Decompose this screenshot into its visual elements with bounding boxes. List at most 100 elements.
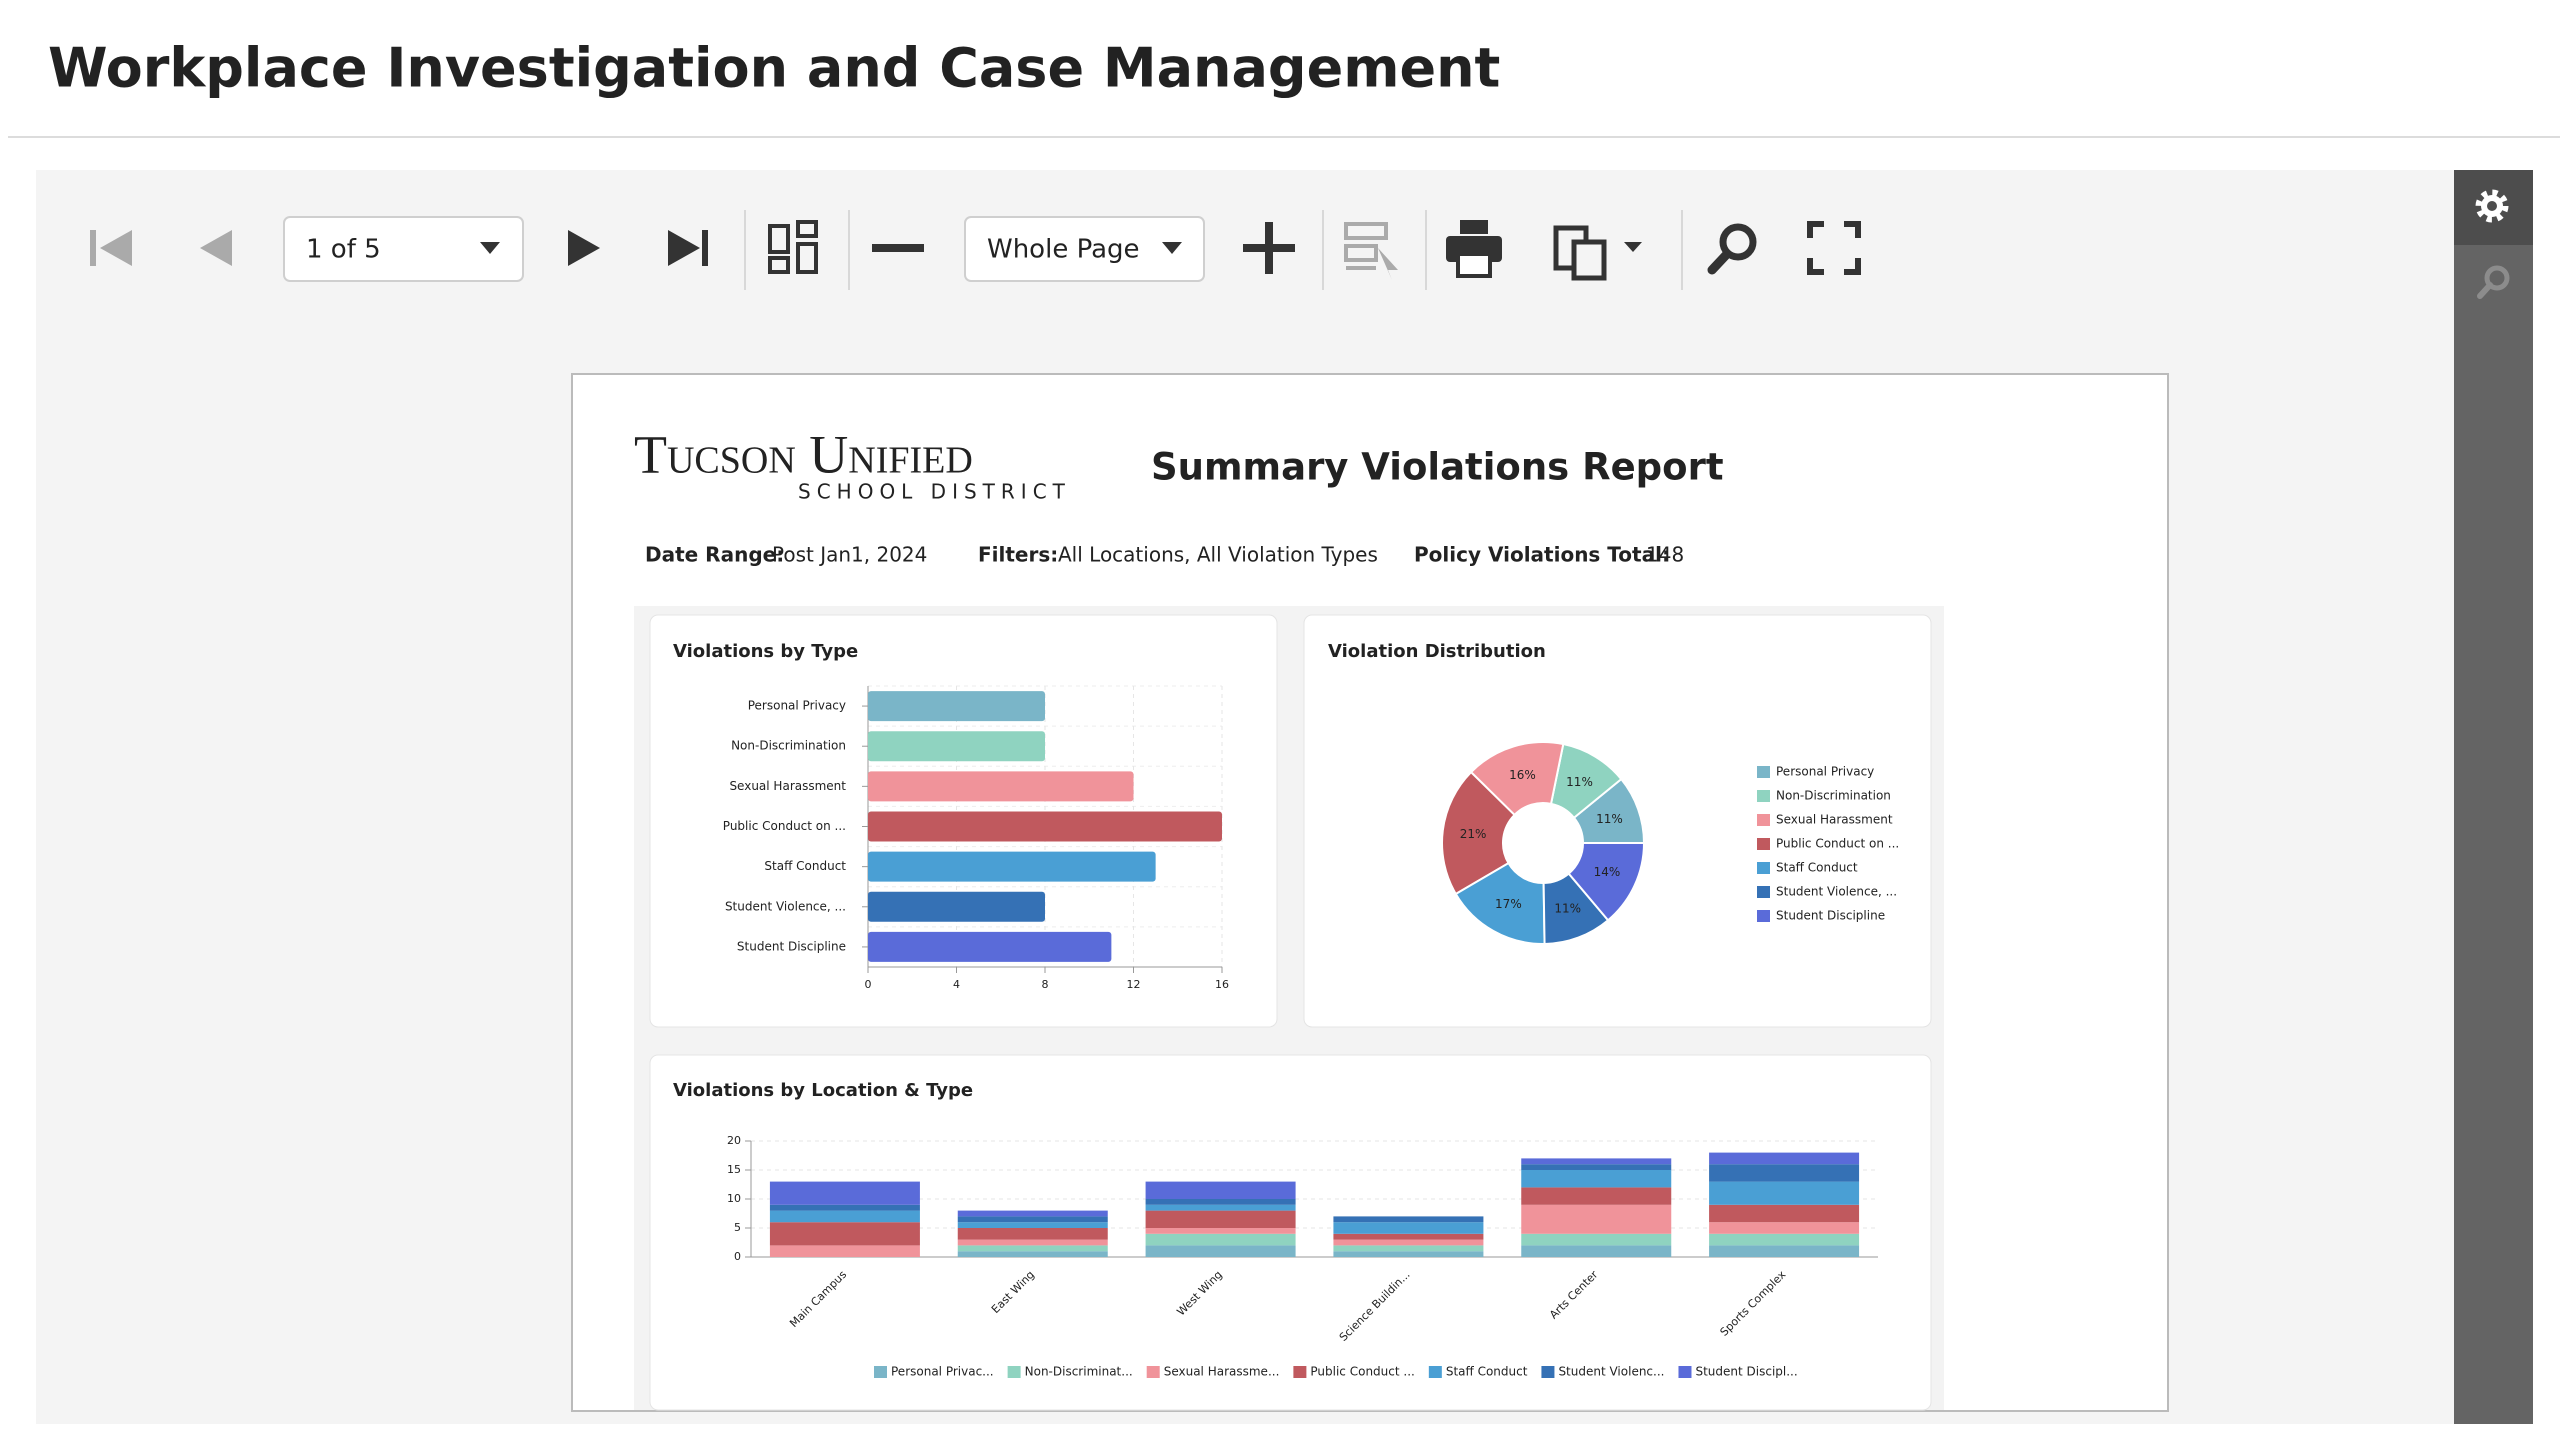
- zoom-selector-text: Whole Page: [987, 235, 1140, 265]
- legend-swatch: [1757, 814, 1770, 826]
- legend-swatch: [1757, 886, 1770, 898]
- zoom-in-button[interactable]: [1243, 222, 1295, 274]
- legend-label: Non-Discrimination: [1776, 789, 1891, 803]
- search-panel-button[interactable]: [2477, 265, 2510, 299]
- bar-segment: [957, 1245, 1108, 1252]
- bar-segment: [1521, 1204, 1672, 1234]
- page-selector-text: 1 of 5: [306, 235, 381, 265]
- bar-segment: [1521, 1170, 1672, 1188]
- bar-segment: [1145, 1228, 1296, 1234]
- bar-segment: [1709, 1233, 1860, 1246]
- donut-slice: [1441, 770, 1516, 896]
- x-tick-label: 4: [953, 978, 960, 991]
- legend-swatch: [1678, 1366, 1692, 1378]
- bar-segment: [957, 1222, 1108, 1228]
- bar-segment: [769, 1222, 920, 1246]
- bar-segment: [1145, 1233, 1296, 1246]
- bar-segment: [1333, 1239, 1484, 1246]
- bar-segment: [1709, 1222, 1860, 1234]
- y-tick-label: Staff Conduct: [764, 859, 846, 873]
- bar-segment: [957, 1228, 1108, 1240]
- chart-title: Violation Distribution: [1328, 641, 1546, 662]
- slice-label: 11%: [1596, 812, 1623, 826]
- bar-segment: [1145, 1245, 1296, 1257]
- fullscreen-button[interactable]: [1807, 221, 1861, 275]
- y-tick-label: Sexual Harassment: [729, 779, 846, 793]
- bar-segment: [1709, 1152, 1860, 1165]
- print-button[interactable]: [1446, 220, 1502, 278]
- slice-label: 11%: [1566, 775, 1593, 789]
- bar: [868, 891, 1045, 922]
- bar-segment: [1709, 1245, 1860, 1257]
- bar-segment: [1333, 1222, 1484, 1234]
- chart-title: Violations by Type: [673, 641, 858, 662]
- prev-page-button[interactable]: [200, 230, 232, 266]
- filter-value: All Locations, All Violation Types: [1058, 543, 1378, 567]
- y-tick-label: Student Violence, ...: [725, 899, 846, 913]
- bar: [868, 771, 1134, 802]
- x-tick-label: 16: [1215, 978, 1229, 991]
- legend-swatch: [1757, 766, 1770, 778]
- bar: [868, 731, 1045, 762]
- bar-segment: [1333, 1251, 1484, 1257]
- first-page-button[interactable]: [90, 230, 132, 266]
- y-tick-label: 15: [727, 1163, 741, 1176]
- search-button[interactable]: [1707, 223, 1757, 275]
- report-title: Summary Violations Report: [1151, 446, 1724, 489]
- select-tool-button: [1344, 222, 1398, 280]
- legend-swatch: [1757, 910, 1770, 922]
- slice-label: 16%: [1509, 768, 1536, 782]
- y-tick-label: 5: [734, 1221, 741, 1234]
- legend-swatch: [1146, 1366, 1160, 1378]
- app-title: Workplace Investigation and Case Managem…: [48, 37, 1500, 100]
- bar-segment: [769, 1204, 920, 1211]
- filter-label: Filters:: [978, 543, 1058, 567]
- legend-swatch: [1428, 1366, 1442, 1378]
- bar-segment: [1521, 1245, 1672, 1257]
- slice-label: 14%: [1594, 865, 1621, 879]
- page-layout-button[interactable]: [768, 220, 818, 274]
- legend-label: Public Conduct ...: [1310, 1365, 1414, 1379]
- y-tick-label: 10: [727, 1192, 741, 1205]
- y-tick-label: Personal Privacy: [748, 699, 846, 713]
- logo-subtitle: SCHOOL DISTRICT: [798, 480, 1071, 504]
- donut-slice: [1567, 842, 1646, 922]
- bar-segment: [1145, 1210, 1296, 1228]
- slice-label: 11%: [1554, 902, 1581, 916]
- bar-segment: [957, 1239, 1108, 1246]
- legend-label: Personal Privac...: [891, 1365, 994, 1379]
- next-page-button[interactable]: [568, 230, 600, 266]
- page-selector[interactable]: 1 of 5: [283, 216, 524, 282]
- bar-segment: [1709, 1204, 1860, 1223]
- bar-segment: [769, 1181, 920, 1205]
- legend-label: Sexual Harassment: [1776, 813, 1893, 827]
- bar-segment: [769, 1245, 920, 1257]
- legend-swatch: [1007, 1366, 1021, 1378]
- bar-segment: [1521, 1233, 1672, 1246]
- zoom-out-button[interactable]: [872, 244, 924, 252]
- export-button[interactable]: [1553, 225, 1642, 281]
- x-tick-label: 12: [1127, 978, 1141, 991]
- filter-value: Post Jan1, 2024: [772, 543, 927, 567]
- legend-swatch: [1757, 862, 1770, 874]
- bar-segment: [1521, 1164, 1672, 1170]
- legend-label: Student Discipl...: [1695, 1365, 1797, 1379]
- logo-name: Tucson Unified: [634, 424, 973, 484]
- last-page-button[interactable]: [668, 230, 708, 266]
- legend-swatch: [874, 1366, 887, 1378]
- legend-label: Staff Conduct: [1776, 861, 1858, 875]
- legend-label: Sexual Harassme...: [1164, 1365, 1280, 1379]
- legend-label: Non-Discriminat...: [1025, 1365, 1133, 1379]
- y-tick-label: 20: [727, 1134, 741, 1147]
- slice-label: 17%: [1495, 897, 1522, 911]
- settings-icon: [2475, 189, 2509, 223]
- bar-segment: [1145, 1204, 1296, 1211]
- bar-segment: [957, 1251, 1108, 1257]
- bar: [868, 811, 1222, 842]
- donut-slice: [1469, 741, 1565, 817]
- filter-label: Policy Violations Total:: [1414, 543, 1670, 567]
- legend-swatch: [1757, 838, 1770, 850]
- zoom-selector[interactable]: Whole Page: [964, 216, 1205, 282]
- legend-swatch: [1541, 1366, 1555, 1378]
